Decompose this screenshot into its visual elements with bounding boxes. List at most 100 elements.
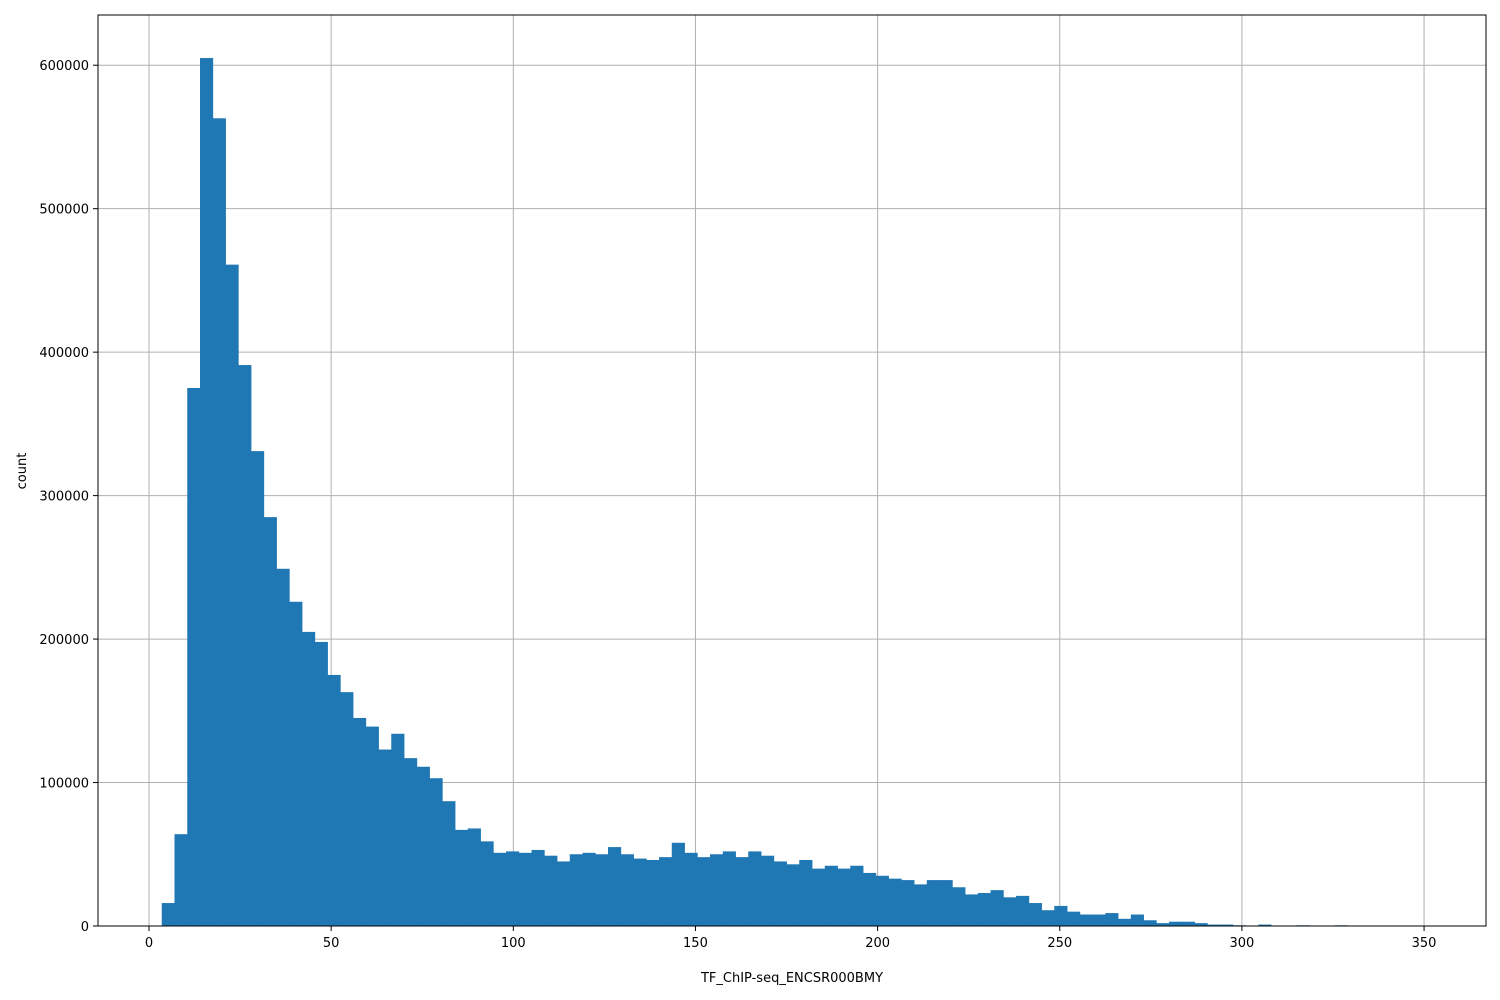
histogram-bar xyxy=(582,852,596,926)
histogram-bar xyxy=(965,894,979,926)
histogram-bar xyxy=(200,58,214,927)
histogram-bar xyxy=(518,852,532,926)
histogram-bar xyxy=(812,868,826,926)
histogram-bar xyxy=(480,841,494,926)
histogram-bar xyxy=(697,857,711,926)
histogram-bar xyxy=(888,878,902,926)
histogram-bar xyxy=(863,872,877,926)
histogram-bar xyxy=(786,864,800,926)
histogram-bar xyxy=(212,118,226,926)
y-tick-label: 100000 xyxy=(39,777,89,792)
histogram-bar xyxy=(914,884,928,926)
histogram-bar xyxy=(531,849,545,926)
y-tick-label: 0 xyxy=(81,920,89,935)
x-tick-label: 300 xyxy=(1230,936,1255,951)
histogram-bar xyxy=(1181,921,1195,926)
histogram-bar xyxy=(1130,914,1144,926)
histogram-bar xyxy=(1220,924,1234,926)
histogram-bar xyxy=(761,855,775,926)
histogram-bar xyxy=(289,601,303,926)
histogram-bar xyxy=(799,860,813,926)
histogram-bar xyxy=(837,868,851,926)
histogram-bar xyxy=(684,852,698,926)
histogram-bar xyxy=(633,858,647,926)
x-tick-label: 0 xyxy=(145,936,153,951)
histogram-bar xyxy=(722,851,736,926)
histogram-bar xyxy=(467,828,481,926)
histogram-bar xyxy=(595,854,609,926)
histogram-bar xyxy=(620,854,634,926)
histogram-bar xyxy=(225,264,239,926)
histogram-bar xyxy=(187,388,201,926)
histogram-bar xyxy=(1016,895,1030,926)
histogram-bar xyxy=(506,851,520,926)
histogram-bar xyxy=(263,517,277,926)
y-tick-label: 200000 xyxy=(39,633,89,648)
histogram-bar xyxy=(416,766,430,926)
x-tick-label: 250 xyxy=(1047,936,1072,951)
histogram-bar xyxy=(939,880,953,926)
histogram-bar xyxy=(404,758,418,926)
histogram-bar xyxy=(977,893,991,926)
histogram-bar xyxy=(174,834,188,926)
histogram-bar xyxy=(608,847,622,926)
histogram-bar xyxy=(1207,924,1221,926)
histogram-bar xyxy=(1079,914,1093,926)
histogram-bar xyxy=(824,865,838,926)
histogram-bar xyxy=(455,829,469,926)
histogram-bar xyxy=(442,801,456,926)
histogram-bar xyxy=(1258,924,1272,926)
histogram-bar xyxy=(302,631,316,926)
bar-layer xyxy=(161,58,1450,927)
histogram-bar xyxy=(990,890,1004,926)
histogram-bar xyxy=(671,842,685,926)
histogram-bar xyxy=(276,568,290,926)
histogram-bar xyxy=(1194,923,1208,926)
histogram-bar xyxy=(1003,897,1017,926)
histogram-bar xyxy=(544,855,558,926)
histogram-bar xyxy=(875,875,889,926)
histogram-bar xyxy=(773,861,787,926)
histogram-bar xyxy=(901,880,915,926)
histogram-bar xyxy=(1041,910,1055,926)
plot-frame xyxy=(97,14,1487,927)
histogram-bar xyxy=(378,749,392,926)
x-tick-label: 50 xyxy=(323,936,340,951)
histogram-bar xyxy=(850,865,864,926)
histogram-bar xyxy=(327,674,341,926)
histogram-bar xyxy=(314,641,328,926)
histogram-bar xyxy=(1169,921,1183,926)
histogram-bar xyxy=(952,887,966,926)
x-tick-label: 150 xyxy=(683,936,708,951)
x-tick-label: 100 xyxy=(501,936,526,951)
histogram-bar xyxy=(353,717,367,926)
histogram-bar xyxy=(1118,918,1132,926)
histogram-bar xyxy=(926,880,940,926)
histogram-bar xyxy=(251,451,265,926)
histogram-bar xyxy=(1054,905,1068,926)
x-axis-label: TF_ChIP-seq_ENCSR000BMY xyxy=(700,971,883,986)
y-tick-label: 300000 xyxy=(39,490,89,505)
x-tick-label: 350 xyxy=(1412,936,1437,951)
histogram-bar xyxy=(493,852,507,926)
histogram-bar xyxy=(391,733,405,926)
tick-layer: 0 50 100 150 200 250 300 350 0 100000 200000 300000… xyxy=(39,59,1436,951)
histogram-bar xyxy=(557,861,571,926)
histogram-bar xyxy=(238,365,252,926)
grid-layer xyxy=(98,15,1486,927)
histogram-bar xyxy=(748,851,762,926)
histogram-bar xyxy=(161,903,175,926)
histogram-bar xyxy=(1092,914,1106,926)
histogram-bar xyxy=(646,860,660,926)
x-tick-label: 200 xyxy=(865,936,890,951)
y-tick-label: 400000 xyxy=(39,346,89,361)
histogram-bar xyxy=(735,857,749,926)
histogram-bar xyxy=(710,854,724,926)
histogram-bar xyxy=(1028,903,1042,926)
histogram-bar xyxy=(1105,913,1119,926)
y-tick-label: 600000 xyxy=(39,59,89,74)
histogram-bar xyxy=(365,726,379,926)
histogram-bar xyxy=(659,857,673,926)
